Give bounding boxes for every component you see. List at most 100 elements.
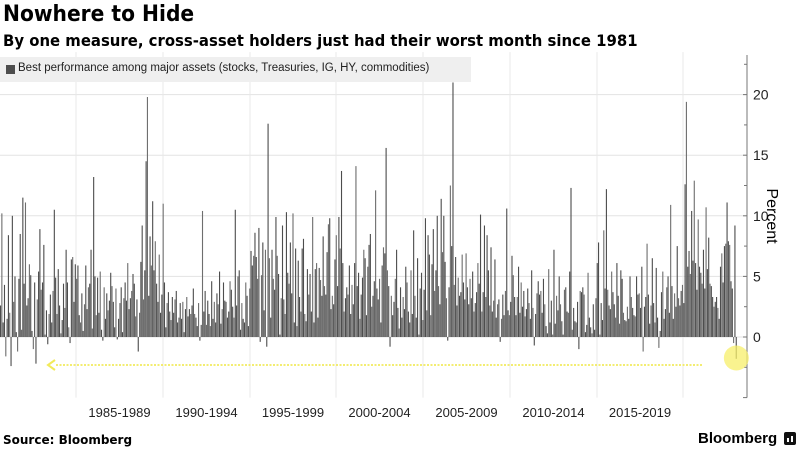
- x-tick-label: 1990-1994: [175, 405, 237, 420]
- bar: [6, 318, 8, 337]
- bar: [536, 293, 538, 337]
- bar: [586, 324, 588, 337]
- bar: [727, 241, 729, 337]
- bar: [337, 286, 339, 337]
- bar: [106, 293, 108, 337]
- bar: [679, 305, 681, 337]
- bar: [676, 246, 678, 337]
- bar: [634, 316, 636, 337]
- bar: [221, 309, 223, 337]
- bar: [388, 286, 390, 337]
- bar: [436, 215, 438, 337]
- bar: [567, 312, 569, 337]
- bar: [636, 276, 638, 337]
- bar: [451, 246, 453, 337]
- bar: [331, 295, 333, 337]
- bar: [473, 311, 475, 337]
- bar: [613, 304, 615, 337]
- bar: [638, 293, 640, 337]
- bar: [272, 278, 274, 337]
- bar: [418, 334, 420, 337]
- bar: [448, 287, 450, 337]
- bar: [410, 270, 412, 337]
- bar: [351, 284, 353, 337]
- bar: [51, 322, 53, 337]
- bar: [423, 289, 425, 337]
- bar: [209, 326, 211, 337]
- bar: [390, 295, 392, 337]
- bar: [226, 317, 228, 337]
- bar: [403, 309, 406, 337]
- bar: [186, 297, 188, 337]
- bar: [639, 307, 642, 337]
- x-tick-label: 2010-2014: [522, 405, 584, 420]
- bar: [495, 317, 497, 337]
- bar: [40, 289, 42, 337]
- bar: [381, 265, 383, 337]
- bar: [626, 306, 628, 337]
- bar: [695, 263, 697, 337]
- bar: [430, 315, 432, 337]
- bar: [0, 305, 2, 337]
- bar: [538, 294, 541, 337]
- bar: [524, 316, 526, 337]
- bar: [18, 278, 20, 337]
- x-tick-label: 2015-2019: [609, 405, 671, 420]
- bar: [187, 316, 189, 337]
- bar: [306, 269, 308, 337]
- bar: [241, 303, 243, 337]
- bar: [114, 327, 116, 337]
- legend-label: Best performance among major assets (sto…: [18, 62, 430, 74]
- bar: [508, 315, 510, 337]
- bar: [312, 217, 314, 337]
- bar: [378, 278, 381, 337]
- bar: [9, 312, 11, 337]
- bar: [281, 225, 284, 337]
- bar: [104, 318, 107, 337]
- bar: [201, 210, 204, 337]
- bar: [659, 330, 661, 337]
- bar: [590, 327, 592, 337]
- bar: [494, 259, 496, 337]
- bar: [254, 232, 256, 337]
- bar: [452, 82, 454, 337]
- bar: [632, 307, 634, 337]
- bar: [550, 300, 552, 337]
- bar: [171, 297, 173, 337]
- bar: [490, 247, 492, 337]
- bar: [224, 300, 226, 337]
- bar: [464, 299, 466, 337]
- bar: [251, 265, 253, 337]
- bar: [57, 269, 59, 337]
- bar: [204, 290, 206, 337]
- bar: [182, 301, 184, 337]
- bar: [305, 321, 307, 337]
- bar: [523, 290, 525, 337]
- bar: [615, 317, 617, 337]
- bar: [570, 187, 572, 337]
- bar: [335, 235, 337, 337]
- bar: [624, 320, 626, 337]
- bar: [566, 311, 568, 337]
- bar: [544, 304, 546, 337]
- bar: [405, 266, 407, 337]
- bar: [441, 252, 444, 337]
- bar: [622, 312, 625, 337]
- bar: [260, 275, 263, 337]
- bar: [389, 337, 391, 347]
- bar: [401, 317, 403, 337]
- bar: [356, 286, 358, 337]
- bar: [76, 278, 78, 337]
- bar: [330, 309, 332, 337]
- bar: [190, 313, 192, 337]
- bar: [188, 309, 190, 337]
- bar: [230, 289, 232, 337]
- bar: [310, 311, 312, 337]
- bar: [289, 242, 291, 337]
- bar: [520, 282, 522, 337]
- bar: [485, 297, 487, 337]
- bar: [369, 233, 371, 337]
- bar: [177, 322, 179, 337]
- bar: [38, 271, 40, 337]
- bar: [601, 320, 604, 337]
